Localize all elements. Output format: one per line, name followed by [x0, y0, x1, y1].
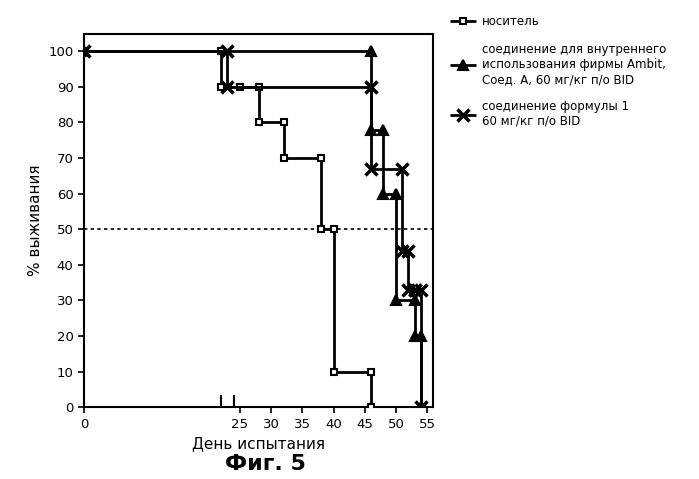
носитель: [236, 84, 244, 90]
соединение формулы 1
60 мг/кг п/о BID: [410, 287, 419, 293]
носитель: [317, 227, 325, 232]
Line: носитель: носитель: [80, 48, 375, 411]
носитель: [280, 155, 288, 161]
носитель: [80, 48, 88, 54]
соединение формулы 1
60 мг/кг п/о BID: [80, 48, 88, 54]
носитель: [329, 369, 338, 375]
соединение формулы 1
60 мг/кг п/о BID: [223, 48, 231, 54]
носитель: [217, 84, 225, 90]
носитель: [329, 227, 338, 232]
соединение формулы 1
60 мг/кг п/о BID: [410, 287, 419, 293]
носитель: [254, 84, 263, 90]
соединение формулы 1
60 мг/кг п/о BID: [223, 84, 231, 90]
Line: соединение формулы 1
60 мг/кг п/о BID: соединение формулы 1 60 мг/кг п/о BID: [78, 45, 427, 413]
соединение формулы 1
60 мг/кг п/о BID: [367, 166, 375, 171]
носитель: [254, 120, 263, 125]
соединение для внутреннего
использования фирмы Ambit,
Соед. А, 60 мг/кг п/о BID: [417, 333, 425, 339]
X-axis label: День испытания: День испытания: [192, 436, 325, 451]
соединение для внутреннего
использования фирмы Ambit,
Соед. А, 60 мг/кг п/о BID: [391, 297, 400, 303]
носитель: [236, 84, 244, 90]
соединение для внутреннего
использования фирмы Ambit,
Соед. А, 60 мг/кг п/о BID: [410, 333, 419, 339]
соединение для внутреннего
использования фирмы Ambit,
Соед. А, 60 мг/кг п/о BID: [417, 404, 425, 410]
носитель: [280, 120, 288, 125]
Line: соединение для внутреннего
использования фирмы Ambit,
Соед. А, 60 мг/кг п/о BID: соединение для внутреннего использования…: [79, 46, 426, 412]
соединение формулы 1
60 мг/кг п/о BID: [417, 404, 425, 410]
носитель: [367, 404, 375, 410]
соединение формулы 1
60 мг/кг п/о BID: [417, 287, 425, 293]
Text: Фиг. 5: Фиг. 5: [225, 454, 306, 474]
соединение формулы 1
60 мг/кг п/о BID: [398, 248, 406, 253]
соединение для внутреннего
использования фирмы Ambit,
Соед. А, 60 мг/кг п/о BID: [410, 297, 419, 303]
соединение формулы 1
60 мг/кг п/о BID: [367, 84, 375, 90]
соединение для внутреннего
использования фирмы Ambit,
Соед. А, 60 мг/кг п/о BID: [80, 48, 88, 54]
соединение для внутреннего
использования фирмы Ambit,
Соед. А, 60 мг/кг п/о BID: [391, 191, 400, 196]
соединение формулы 1
60 мг/кг п/о BID: [404, 287, 412, 293]
соединение для внутреннего
использования фирмы Ambit,
Соед. А, 60 мг/кг п/о BID: [367, 127, 375, 133]
соединение формулы 1
60 мг/кг п/о BID: [404, 248, 412, 253]
Legend: носитель, соединение для внутреннего
использования фирмы Ambit,
Соед. А, 60 мг/к: носитель, соединение для внутреннего исп…: [449, 15, 666, 128]
носитель: [317, 155, 325, 161]
соединение формулы 1
60 мг/кг п/о BID: [398, 166, 406, 171]
носитель: [217, 48, 225, 54]
соединение для внутреннего
использования фирмы Ambit,
Соед. А, 60 мг/кг п/о BID: [380, 191, 388, 196]
соединение для внутреннего
использования фирмы Ambit,
Соед. А, 60 мг/кг п/о BID: [380, 127, 388, 133]
Y-axis label: % выживания: % выживания: [28, 165, 43, 276]
носитель: [367, 369, 375, 375]
соединение для внутреннего
использования фирмы Ambit,
Соед. А, 60 мг/кг п/о BID: [367, 48, 375, 54]
